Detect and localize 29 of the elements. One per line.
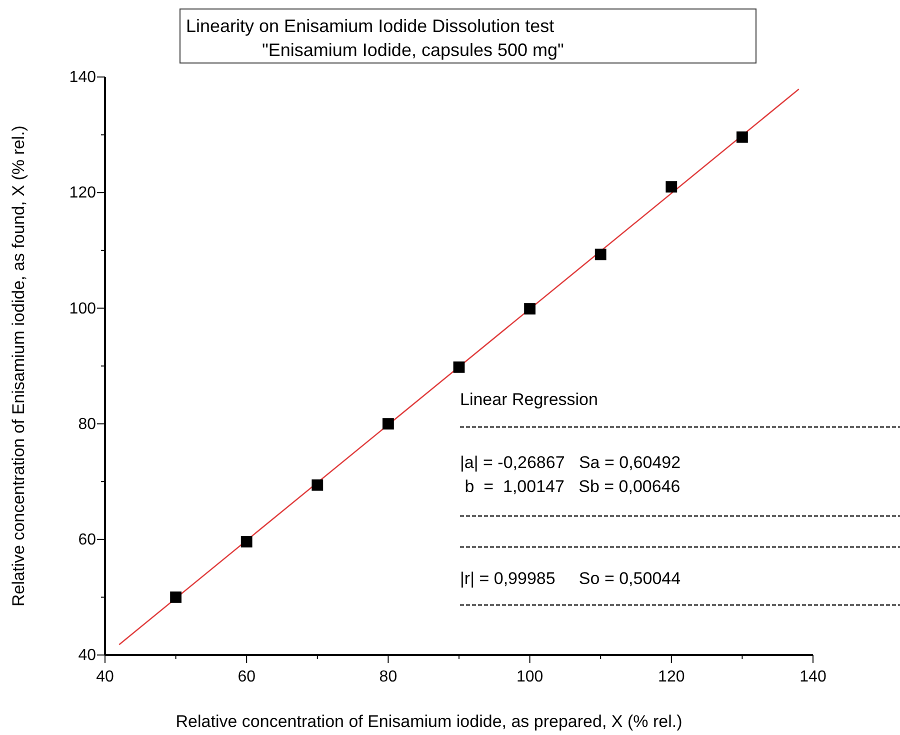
- y-axis-title: Relative concentration of Enisamium iodide, as found, X (% rel.): [9, 126, 28, 606]
- chart-subtitle: "Enisamium Iodide, capsules 500 mg": [262, 40, 564, 60]
- point: [312, 479, 324, 491]
- point: [240, 536, 252, 548]
- chart-title: Linearity on Enisamium Iodide Dissolution test: [186, 16, 554, 36]
- point: [453, 361, 465, 373]
- point: [736, 131, 748, 143]
- point: [382, 418, 394, 430]
- point: [594, 248, 606, 260]
- y-tick-label: 100: [69, 300, 96, 318]
- annotation: Linear Regression: [460, 390, 598, 409]
- annotation: |r| = 0,99985 So = 0,50044: [460, 569, 681, 588]
- x-tick-label: 140: [800, 668, 826, 686]
- y-tick-label: 80: [78, 416, 96, 433]
- y-tick-label: 140: [69, 69, 96, 86]
- x-tick-label: 80: [379, 668, 398, 686]
- point: [666, 181, 678, 193]
- point: [524, 303, 536, 314]
- x-tick-label: 40: [96, 668, 114, 686]
- x-tick-label: 120: [658, 668, 685, 686]
- x-tick-label: 100: [516, 668, 544, 686]
- y-tick-label: 40: [78, 647, 96, 664]
- x-axis-title: Relative concentration of Enisamium iodide, as prepared, X (% rel.): [176, 712, 682, 731]
- y-tick-label: 60: [78, 532, 96, 549]
- point: [170, 592, 182, 603]
- x-tick-label: 60: [238, 668, 256, 686]
- annotation: |a| = -0,26867 Sa = 0,60492: [460, 453, 681, 472]
- annotation: b = 1,00147 Sb = 0,00646: [460, 477, 680, 496]
- y-tick-label: 120: [69, 184, 96, 202]
